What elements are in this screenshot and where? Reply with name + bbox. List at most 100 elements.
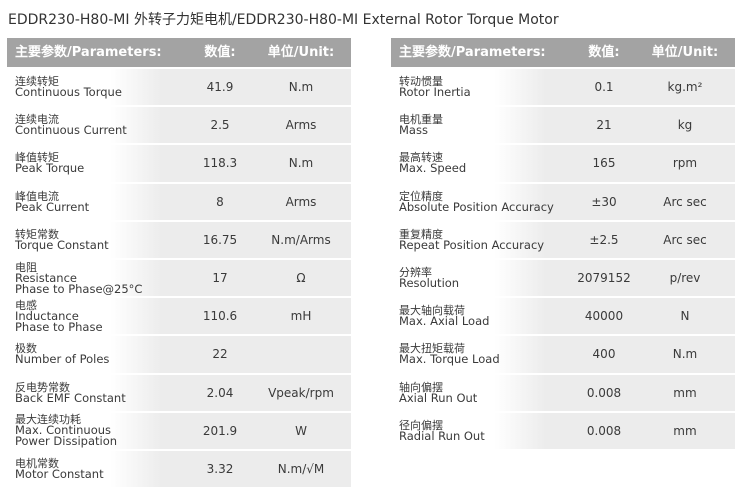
unit-cell: N.m	[288, 156, 314, 171]
table-row: 径向偏摆 Radial Run Out 0.008 mm	[391, 410, 735, 449]
parameter-line: Absolute Position Accuracy	[399, 199, 554, 214]
header-cell: 主要参数/Parameters:	[15, 44, 162, 60]
unit-cell: p/rev	[669, 271, 701, 286]
parameter-line: 最高转速	[399, 151, 443, 165]
value-cell: 17	[212, 271, 228, 286]
unit-cell: kg	[677, 118, 693, 133]
unit-cell: mm	[673, 423, 697, 438]
value-cell: 110.6	[202, 309, 238, 324]
table: 主要参数/Parameters: 数值: 单位/Unit: 转动惯量 Rotor Ine…	[391, 38, 735, 449]
parameter-line: Max. Axial Load	[399, 314, 490, 329]
value-cell: 21	[596, 118, 612, 133]
parameter-line: 峰值转矩	[15, 151, 59, 165]
value-cell: 201.9	[202, 423, 238, 438]
parameter-line: Peak Torque	[15, 161, 85, 176]
parameter-cell: 峰值转矩 Peak Torque	[7, 152, 189, 174]
parameter-line: 连续电流	[15, 113, 59, 127]
parameter-line: Inductance	[15, 308, 79, 323]
parameter-line: Continuous Torque	[15, 85, 122, 100]
parameter-cell: 电机重量 Mass	[391, 114, 573, 136]
table-row: 反电势常数 Back EMF Constant 2.04 Vpeak/rpm	[7, 372, 351, 411]
title: EDDR230-H80-MI 外转子力矩电机/EDDR230-H80-MI Ex…	[8, 12, 559, 28]
parameter-line: Resistance	[15, 270, 77, 285]
parameter-line: 峰值电流	[15, 189, 59, 203]
parameter-line: Torque Constant	[15, 237, 109, 252]
parameter-line: Power Dissipation	[15, 434, 118, 449]
parameter-cell: 最大轴向载荷 Max. Axial Load	[391, 305, 573, 327]
parameter-cell: 轴向偏摆 Axial Run Out	[391, 382, 573, 404]
value-cell: 0.008	[586, 385, 622, 400]
parameter-line: Mass	[399, 123, 428, 138]
unit-cell: Arc sec	[663, 232, 707, 247]
table-row: 最高转速 Max. Speed 165 rpm	[391, 143, 735, 182]
unit-cell: Arc sec	[663, 194, 707, 209]
parameter-cell: 电感 Inductance Phase to Phase	[7, 300, 189, 333]
parameter-line: 重复精度	[399, 227, 443, 241]
parameter-line: 定位精度	[399, 189, 443, 203]
parameter-line: 电机常数	[15, 456, 59, 470]
parameter-line: Resolution	[399, 276, 460, 291]
unit-cell: Arms	[285, 118, 317, 133]
value-cell: ±30	[591, 194, 617, 209]
table: 主要参数/Parameters: 数值: 单位/Unit: 连续转矩 Continuou…	[7, 38, 351, 488]
parameter-cell: 转动惯量 Rotor Inertia	[391, 76, 573, 98]
parameter-cell: 峰值电流 Peak Current	[7, 191, 189, 213]
parameter-cell: 转矩常数 Torque Constant	[7, 229, 189, 251]
unit-cell: N.m	[672, 347, 698, 362]
parameter-line: 最大扭矩载荷	[399, 342, 465, 356]
parameter-line: 转矩常数	[15, 227, 59, 241]
parameter-line: 电阻	[15, 260, 37, 274]
parameter-line: 最大连续功耗	[15, 413, 81, 427]
parameter-line: 反电势常数	[15, 380, 70, 394]
table-row: 最大轴向载荷 Max. Axial Load 40000 N	[391, 296, 735, 335]
table-row: 峰值转矩 Peak Torque 118.3 N.m	[7, 143, 351, 182]
unit-cell: Ω	[296, 271, 306, 286]
parameter-line: 分辨率	[399, 266, 432, 280]
parameter-cell: 重复精度 Repeat Position Accuracy	[391, 229, 573, 251]
header-cell: 数值:	[204, 44, 236, 60]
table-row: 轴向偏摆 Axial Run Out 0.008 mm	[391, 372, 735, 411]
value-cell: 8	[216, 194, 224, 209]
parameter-line: 连续转矩	[15, 75, 59, 89]
parameter-line: Rotor Inertia	[399, 85, 471, 100]
table-row: 转动惯量 Rotor Inertia 0.1 kg.m²	[391, 67, 735, 106]
parameter-line: 转动惯量	[399, 75, 443, 89]
parameter-line: Phase to Phase@25°C	[15, 281, 143, 296]
parameter-line: Radial Run Out	[399, 428, 485, 443]
value-cell: 16.75	[202, 232, 238, 247]
value-cell: 2.5	[210, 118, 230, 133]
parameter-line: Motor Constant	[15, 466, 104, 481]
table-row: 电机常数 Motor Constant 3.32 N.m/√M	[7, 448, 351, 488]
header-row: 主要参数/Parameters: 数值: 单位/Unit:	[391, 38, 735, 67]
unit-cell: Vpeak/rpm	[268, 385, 334, 400]
value-cell: 2.04	[206, 385, 234, 400]
unit-cell: kg.m²	[667, 80, 703, 95]
table-row: 电机重量 Mass 21 kg	[391, 105, 735, 144]
value-cell: 0.008	[586, 423, 622, 438]
table-row: 定位精度 Absolute Position Accuracy ±30 Arc sec	[391, 181, 735, 220]
value-cell: 118.3	[202, 156, 238, 171]
table-row: 连续转矩 Continuous Torque 41.9 N.m	[7, 67, 351, 106]
parameter-cell: 连续转矩 Continuous Torque	[7, 76, 189, 98]
unit-cell: Arms	[285, 194, 317, 209]
value-cell: 3.32	[206, 461, 234, 476]
unit-cell: N.m/Arms	[271, 232, 331, 247]
parameter-cell: 电阻 Resistance Phase to Phase@25°C	[7, 262, 189, 295]
parameter-cell: 定位精度 Absolute Position Accuracy	[391, 191, 573, 213]
parameter-cell: 极数 Number of Poles	[7, 343, 189, 365]
parameter-cell: 最大连续功耗 Max. Continuous Power Dissipation	[7, 414, 189, 447]
parameter-line: Axial Run Out	[399, 390, 478, 405]
parameter-line: Continuous Current	[15, 123, 127, 138]
parameter-line: Max. Torque Load	[399, 352, 500, 367]
parameter-cell: 最大扭矩载荷 Max. Torque Load	[391, 343, 573, 365]
unit-cell: N.m/√M	[277, 461, 325, 476]
value-cell: 22	[212, 347, 228, 362]
table-row: 最大扭矩载荷 Max. Torque Load 400 N.m	[391, 334, 735, 373]
unit-cell: W	[295, 423, 307, 438]
parameter-line: Max. Continuous	[15, 423, 112, 438]
unit-cell: N.m	[288, 80, 314, 95]
table-row: 连续电流 Continuous Current 2.5 Arms	[7, 105, 351, 144]
value-cell: 400	[592, 347, 616, 362]
header-row: 主要参数/Parameters: 数值: 单位/Unit:	[7, 38, 351, 67]
parameter-cell: 反电势常数 Back EMF Constant	[7, 382, 189, 404]
